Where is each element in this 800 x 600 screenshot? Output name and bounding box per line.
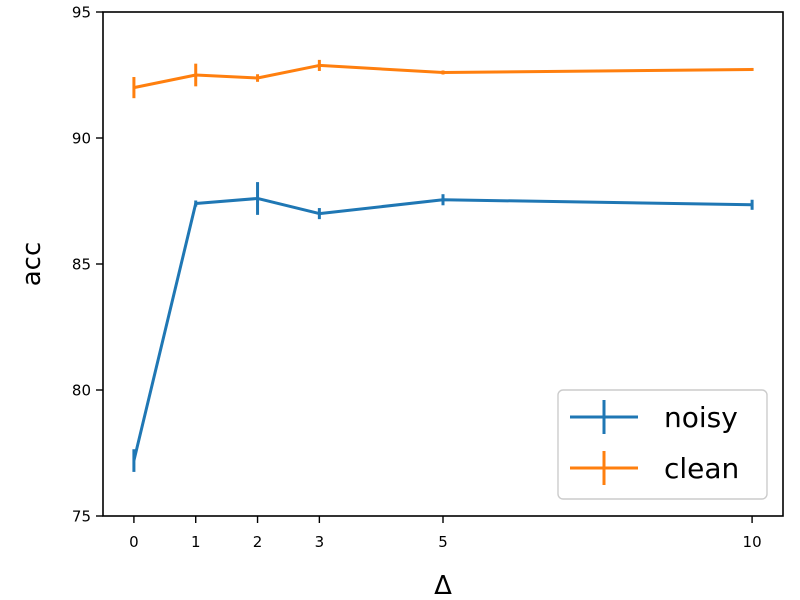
x-axis-ticks: 0 1 2 3 5 10 bbox=[129, 516, 762, 551]
legend: noisy clean bbox=[557, 389, 768, 500]
x-tick-label: 2 bbox=[253, 533, 263, 551]
x-tick-label: 5 bbox=[438, 533, 448, 551]
series-layer bbox=[132, 59, 754, 472]
legend-label: clean bbox=[664, 452, 739, 485]
y-axis-label: acc bbox=[17, 242, 47, 287]
legend-item-clean: clean bbox=[570, 451, 739, 485]
y-tick-label: 90 bbox=[72, 130, 91, 148]
series-clean bbox=[132, 59, 754, 99]
y-tick-label: 95 bbox=[72, 4, 91, 22]
x-axis-label: Δ bbox=[434, 571, 452, 600]
series-line bbox=[133, 63, 753, 90]
y-tick-label: 85 bbox=[72, 256, 91, 274]
y-tick-label: 80 bbox=[72, 382, 91, 400]
x-tick-label: 3 bbox=[315, 533, 325, 551]
x-tick-label: 0 bbox=[129, 533, 139, 551]
x-tick-label: 10 bbox=[743, 533, 762, 551]
y-axis-ticks: 75 80 85 90 95 bbox=[72, 4, 103, 526]
series-line bbox=[132, 196, 753, 461]
legend-label: noisy bbox=[664, 401, 738, 434]
legend-item-noisy: noisy bbox=[570, 400, 738, 434]
series-noisy bbox=[132, 182, 754, 472]
x-tick-label: 1 bbox=[191, 533, 201, 551]
y-tick-label: 75 bbox=[72, 508, 91, 526]
